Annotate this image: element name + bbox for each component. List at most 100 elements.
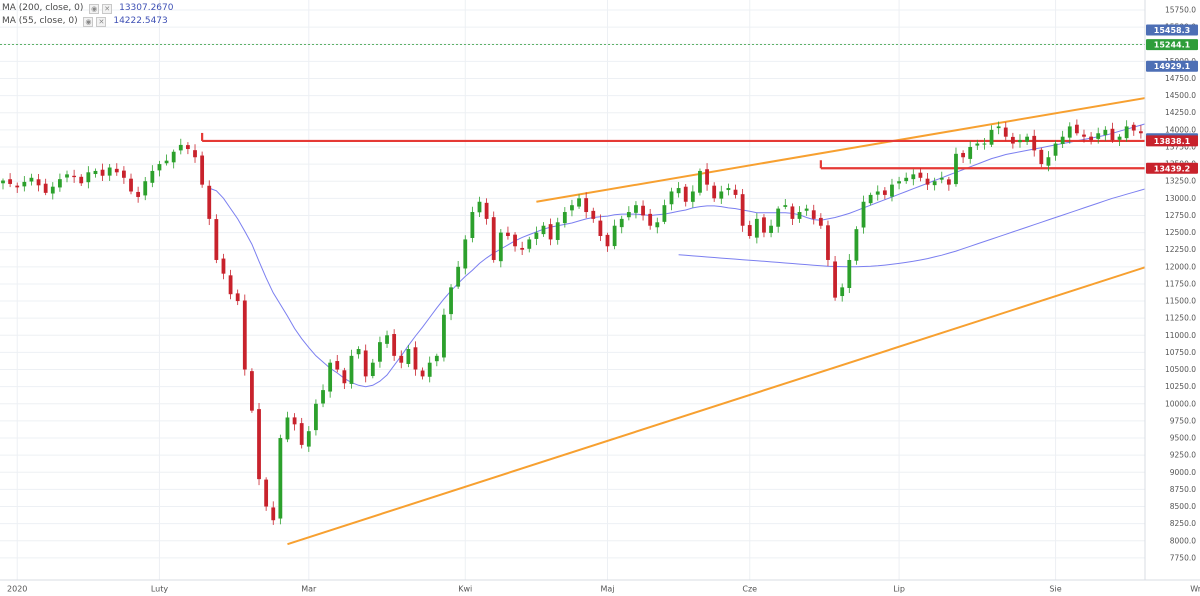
candle-up <box>449 287 453 315</box>
candle-up <box>57 179 62 188</box>
trendlines[interactable] <box>287 97 1146 546</box>
candle-up <box>690 191 695 202</box>
price-tags: 15458.315244.114929.113870.713838.113439… <box>1146 24 1198 174</box>
close-icon[interactable]: ✕ <box>102 4 113 14</box>
y-tick-label: 8000.0 <box>1170 536 1196 545</box>
candle-up <box>982 143 987 145</box>
candle-down <box>925 178 930 185</box>
candle-down <box>43 183 48 193</box>
candle-down <box>228 275 233 295</box>
candle-down <box>648 213 653 226</box>
candle-down <box>491 217 496 260</box>
candle-up <box>541 225 546 235</box>
eye-icon[interactable]: ◉ <box>89 4 100 14</box>
candle-down <box>299 423 304 445</box>
candle-down <box>484 202 489 219</box>
candle-down <box>740 194 745 226</box>
x-tick-label: Mar <box>301 585 317 594</box>
candle-down <box>591 210 596 219</box>
candles <box>1 58 1200 525</box>
candle-down <box>641 205 645 216</box>
candle-up <box>370 362 375 377</box>
y-tick-label: 8500.0 <box>1170 502 1196 511</box>
y-tick-label: 15750.0 <box>1165 6 1196 15</box>
candle-up <box>1096 133 1101 139</box>
candle-down <box>250 371 254 411</box>
y-tick-label: 10000.0 <box>1165 399 1196 408</box>
candle-down <box>36 179 41 186</box>
y-tick-label: 11000.0 <box>1165 331 1196 340</box>
candle-up <box>385 335 389 344</box>
eye-icon[interactable]: ◉ <box>83 17 94 27</box>
upper-trendline <box>536 97 1146 203</box>
candle-up <box>278 438 283 519</box>
candle-up <box>349 355 354 384</box>
x-tick-label: Kwi <box>458 585 472 594</box>
candle-down <box>946 179 951 185</box>
moving-averages <box>209 114 1184 388</box>
y-tick-label: 11500.0 <box>1165 297 1196 306</box>
candle-down <box>72 175 77 178</box>
y-tick-label: 12000.0 <box>1165 262 1196 271</box>
candle-up <box>356 349 361 355</box>
candle-up <box>470 212 475 238</box>
candle-up <box>783 205 788 207</box>
y-tick-label: 8750.0 <box>1170 485 1196 494</box>
candle-down <box>79 176 84 184</box>
price-tag <box>1146 39 1198 51</box>
candle-up <box>1124 126 1129 139</box>
legend-ma200-value: 13307.2670 <box>119 3 174 13</box>
candle-up <box>427 362 432 377</box>
price-tag-label: 13838.1 <box>1154 137 1191 146</box>
candle-up <box>669 191 674 205</box>
candle-up <box>698 170 702 193</box>
candle-up <box>989 129 994 145</box>
candle-down <box>342 370 347 384</box>
candle-up <box>285 417 290 440</box>
y-tick-label: 11750.0 <box>1165 279 1196 288</box>
candle-up <box>619 218 624 228</box>
price-tag-label: 15244.1 <box>1154 41 1191 50</box>
y-tick-label: 11250.0 <box>1165 314 1196 323</box>
horizontal-levels[interactable] <box>201 132 1145 170</box>
y-tick-label: 13000.0 <box>1165 194 1196 203</box>
candle-up <box>442 314 446 358</box>
legend-ma200-label: MA (200, close, 0) <box>2 3 84 13</box>
candle-up <box>890 184 894 197</box>
x-tick-label: Lip <box>893 585 905 594</box>
candle-up <box>107 167 112 176</box>
close-icon[interactable]: ✕ <box>96 17 107 27</box>
legend-ma55-value: 14222.5473 <box>113 16 168 26</box>
legend-ma55[interactable]: MA (55, close, 0) ◉ ✕ 14222.5473 <box>2 15 168 27</box>
candle-up <box>975 143 980 146</box>
candle-down <box>100 169 105 176</box>
x-tick-label: Wrz <box>1190 585 1200 594</box>
candle-up <box>463 239 468 269</box>
y-tick-label: 8250.0 <box>1170 519 1196 528</box>
y-tick-label: 12500.0 <box>1165 228 1196 237</box>
candle-up <box>719 191 724 199</box>
candle-up <box>150 170 155 183</box>
time-axis[interactable] <box>0 580 1200 596</box>
y-tick-label: 14250.0 <box>1165 108 1196 117</box>
candle-down <box>1032 135 1037 151</box>
price-axis[interactable] <box>1145 0 1200 580</box>
candle-down <box>264 479 269 507</box>
candle-up <box>143 181 148 196</box>
legend-ma200[interactable]: MA (200, close, 0) ◉ ✕ 13307.2670 <box>2 2 174 14</box>
candle-up <box>534 232 539 239</box>
candle-down <box>186 145 190 150</box>
candle-up <box>854 229 859 261</box>
candle-down <box>413 347 418 370</box>
candle-up <box>306 431 311 447</box>
candle-down <box>811 210 816 219</box>
candle-up <box>626 212 631 218</box>
y-tick-label: 13250.0 <box>1165 177 1196 186</box>
candle-down <box>399 355 404 363</box>
candle-up <box>157 164 162 171</box>
candle-down <box>1074 124 1079 134</box>
candle-up <box>634 205 638 213</box>
y-tick-label: 10250.0 <box>1165 382 1196 391</box>
x-tick-label: Luty <box>151 585 169 594</box>
